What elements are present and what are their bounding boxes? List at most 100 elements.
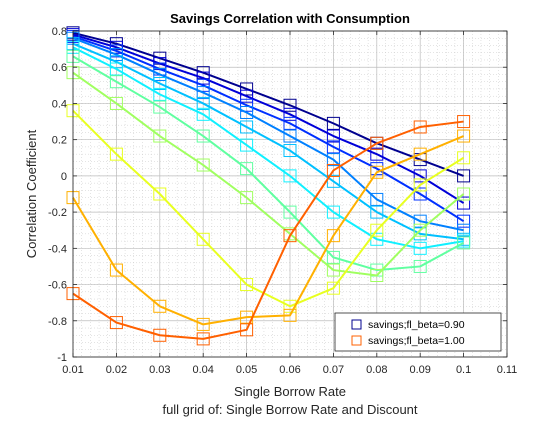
- data-point-marker: [370, 269, 384, 282]
- y-tick-label: 0.6: [52, 62, 67, 74]
- data-point-marker: [196, 332, 210, 346]
- data-point-marker: [413, 120, 427, 134]
- data-point-marker: [283, 98, 297, 112]
- data-point-marker: [283, 229, 297, 243]
- y-tick-label: 0: [61, 171, 67, 183]
- y-axis-label: Correlation Coefficient: [24, 129, 39, 258]
- x-tick-label: 0.08: [366, 364, 387, 376]
- data-point-marker: [457, 187, 471, 201]
- x-tick-label: 0.09: [409, 364, 430, 376]
- series-group: [66, 40, 471, 255]
- data-point-marker: [370, 136, 384, 150]
- x-axis-subtitle: full grid of: Single Borrow Rate and Dis…: [162, 402, 417, 417]
- series-line: [72, 31, 464, 177]
- legend-marker: [351, 335, 362, 346]
- data-point-marker: [326, 153, 340, 167]
- data-point-marker: [153, 77, 167, 91]
- series-line: [72, 42, 464, 241]
- legend: savings;fl_beta=0.90 savings;fl_beta=1.0…: [334, 312, 502, 352]
- series-line: [72, 33, 465, 204]
- data-point-marker: [283, 205, 297, 219]
- data-point-marker: [109, 96, 123, 110]
- legend-label: savings;fl_beta=1.00: [368, 335, 465, 347]
- series-line: [72, 46, 464, 250]
- x-tick-label: 0.11: [497, 364, 518, 376]
- series-line: [72, 71, 465, 277]
- data-point-marker: [153, 129, 167, 143]
- data-point-marker: [370, 165, 384, 179]
- x-tick-label: 0.01: [62, 364, 83, 376]
- legend-box: [334, 312, 502, 352]
- data-point-marker: [153, 87, 167, 101]
- series-group: [66, 49, 471, 277]
- series-group: [66, 66, 471, 282]
- series-line: [72, 135, 464, 326]
- data-point-marker: [109, 62, 123, 76]
- data-point-marker: [413, 214, 427, 228]
- data-point-marker: [109, 75, 123, 89]
- data-point-marker: [240, 120, 254, 134]
- y-tick-label: -1: [57, 352, 67, 364]
- x-tick-label: 0.1: [456, 364, 471, 376]
- data-point-marker: [457, 115, 471, 129]
- data-point-marker: [370, 223, 384, 237]
- x-tick-label: 0.05: [236, 364, 257, 376]
- data-point-marker: [240, 278, 254, 292]
- data-point-marker: [457, 151, 471, 165]
- x-tick-label: 0.07: [323, 364, 344, 376]
- data-point-marker: [240, 98, 254, 112]
- data-point-marker: [153, 67, 167, 81]
- y-tick-label: 0.4: [52, 98, 67, 110]
- series-line: [72, 37, 464, 232]
- data-point-marker: [196, 78, 210, 92]
- data-point-marker: [196, 96, 210, 110]
- series-line: [72, 109, 465, 308]
- data-point-marker: [370, 205, 384, 219]
- data-point-marker: [370, 192, 384, 206]
- data-point-marker: [196, 86, 210, 100]
- data-point-marker: [413, 223, 427, 237]
- data-point-marker: [196, 158, 210, 172]
- data-point-marker: [457, 236, 471, 250]
- data-point-marker: [196, 232, 210, 246]
- data-point-marker: [370, 147, 384, 161]
- data-point-marker: [457, 196, 471, 210]
- legend-label: savings;fl_beta=0.90: [368, 319, 465, 331]
- data-point-marker: [240, 82, 254, 96]
- x-tick-label: 0.06: [279, 364, 300, 376]
- data-point-marker: [326, 250, 340, 264]
- data-point-marker: [283, 144, 297, 158]
- data-point-marker: [196, 107, 210, 121]
- data-point-marker: [326, 140, 340, 154]
- data-point-marker: [283, 116, 297, 130]
- data-point-marker: [457, 214, 471, 228]
- y-tick-label: -0.6: [48, 280, 67, 292]
- y-tick-label: 0.2: [52, 135, 67, 147]
- data-point-marker: [109, 263, 123, 277]
- data-point-marker: [283, 169, 297, 183]
- data-point-marker: [326, 129, 340, 143]
- data-point-marker: [240, 106, 254, 119]
- y-tick-label: 0.8: [52, 26, 67, 38]
- data-point-marker: [240, 89, 254, 103]
- data-point-marker: [413, 241, 427, 255]
- y-tick-label: -0.8: [48, 316, 67, 328]
- chart-title: Savings Correlation with Consumption: [170, 11, 410, 26]
- data-point-marker: [326, 163, 340, 177]
- data-point-marker: [109, 55, 123, 69]
- data-point-marker: [413, 259, 427, 273]
- data-point-marker: [196, 129, 210, 143]
- x-tick-label: 0.02: [106, 364, 127, 376]
- y-tick-label: -0.4: [48, 243, 67, 255]
- data-point-marker: [109, 147, 123, 161]
- data-point-marker: [240, 162, 254, 176]
- data-point-marker: [413, 169, 427, 183]
- series-group: [66, 104, 471, 313]
- series-line: [72, 120, 464, 340]
- x-tick-label: 0.03: [149, 364, 170, 376]
- data-point-marker: [457, 129, 471, 143]
- data-point-marker: [153, 299, 167, 313]
- series-group: [66, 129, 471, 331]
